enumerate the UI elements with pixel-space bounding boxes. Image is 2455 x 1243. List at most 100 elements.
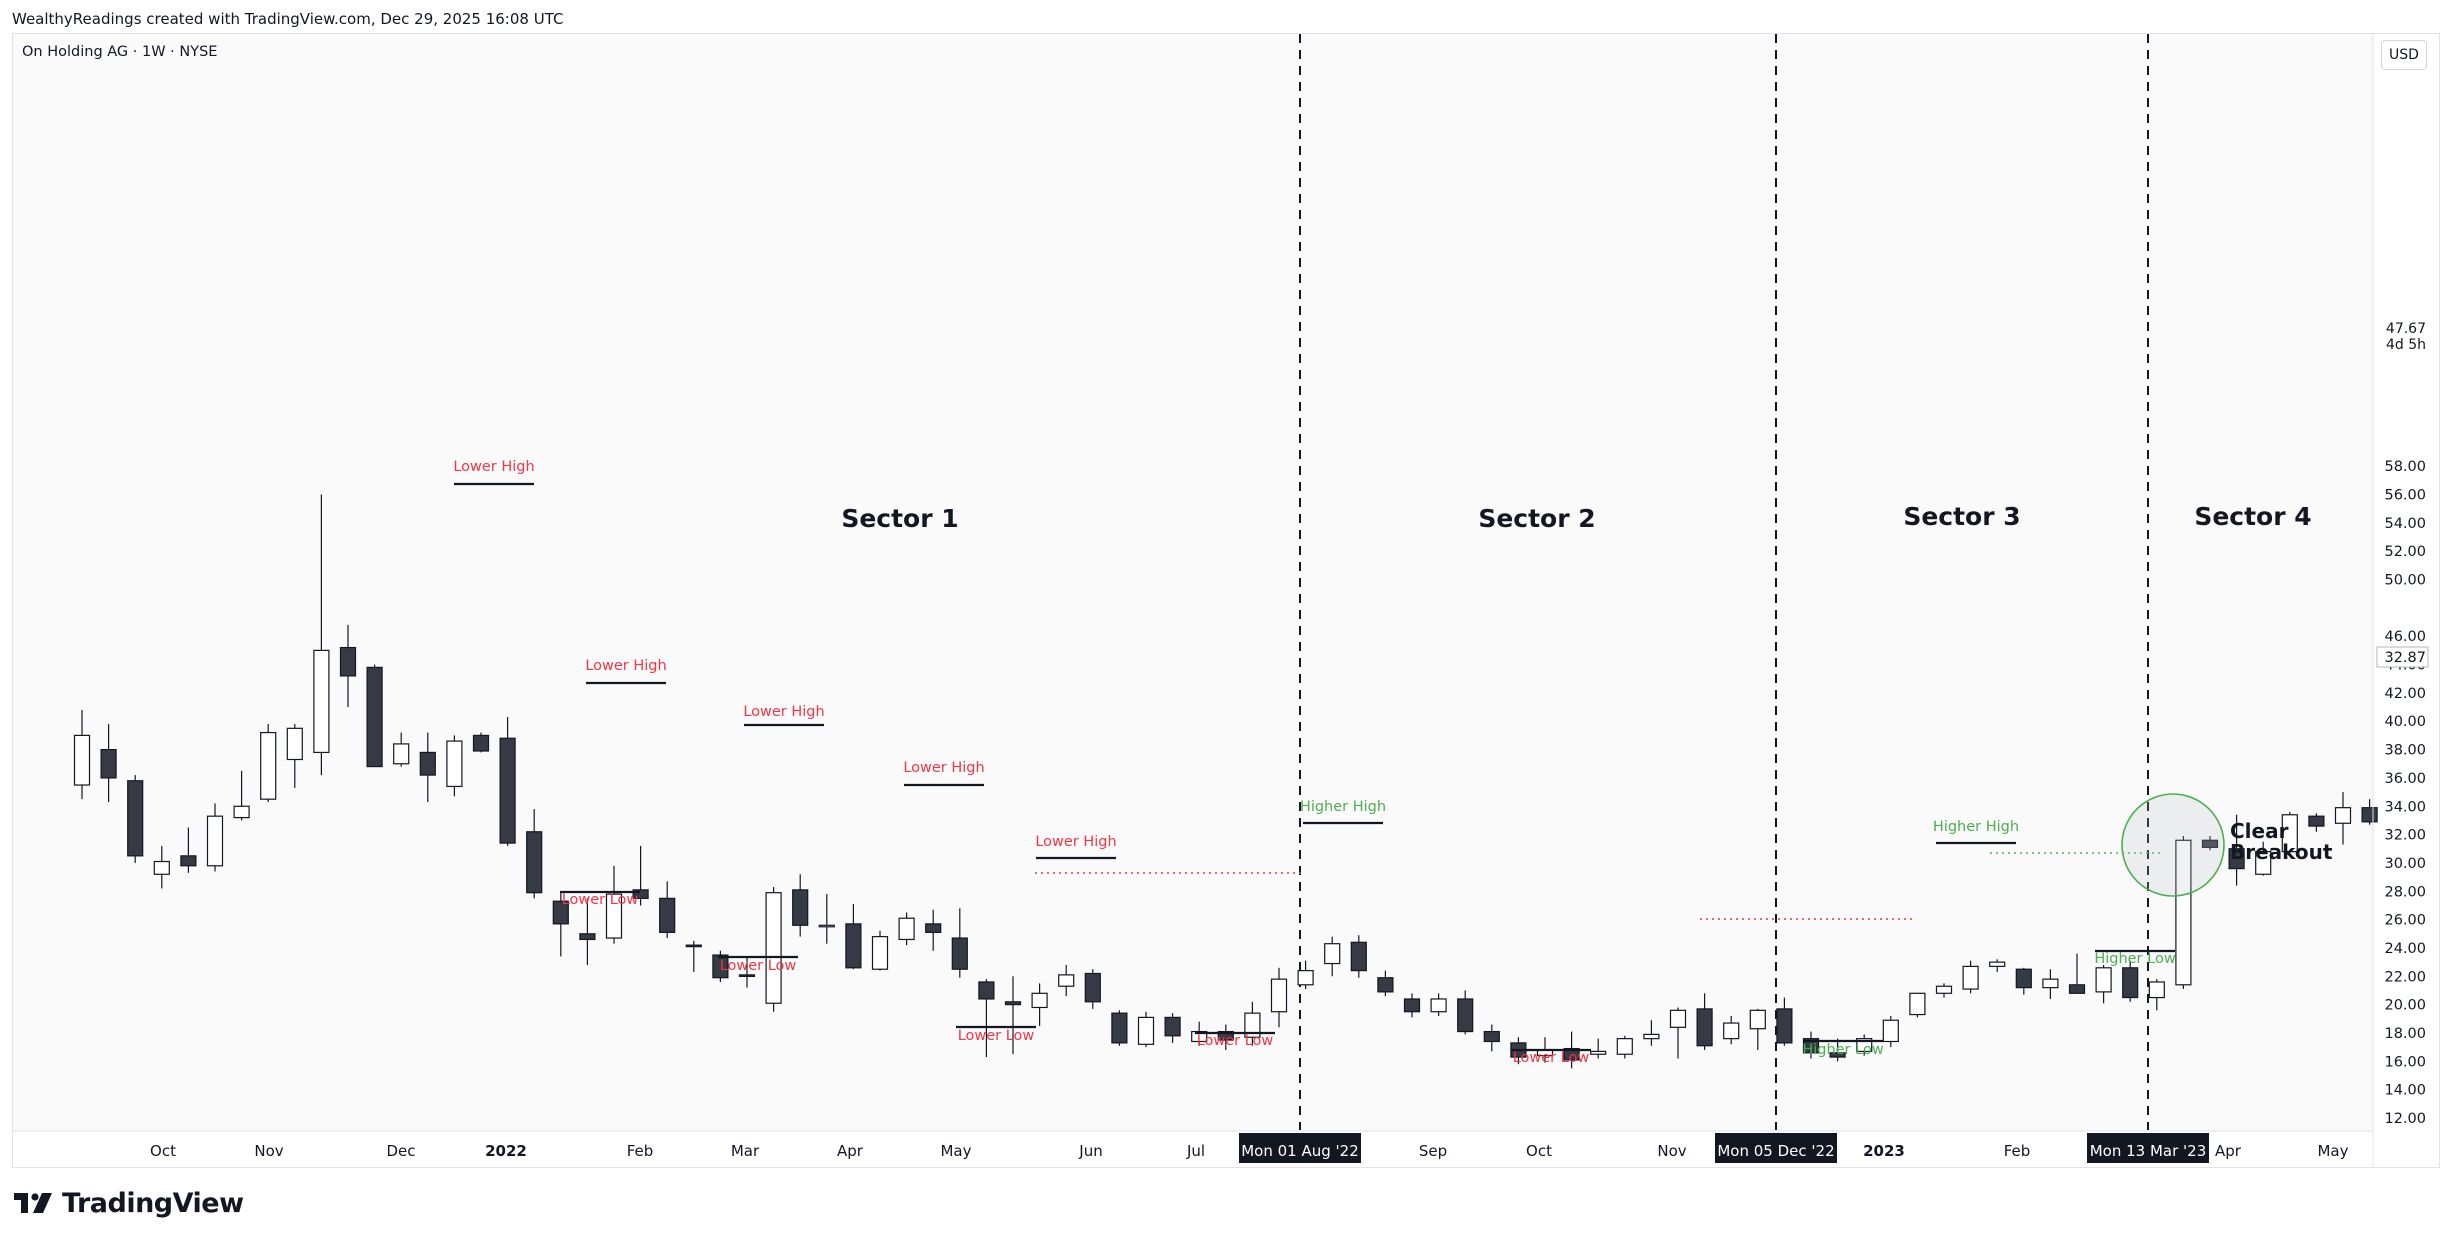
- candle-body: [1297, 970, 1314, 986]
- candle-body: [579, 933, 596, 941]
- candle: [2122, 960, 2139, 1002]
- candle: [951, 908, 968, 978]
- price-tick-label: 12.00: [2384, 1111, 2426, 1127]
- candle: [1004, 976, 1022, 1055]
- candle: [1111, 1010, 1128, 1046]
- swing-label: Higher Low: [1802, 1042, 1884, 1058]
- candle: [1164, 1013, 1181, 1043]
- sector-label: Sector 4: [2194, 502, 2311, 531]
- tradingview-logo-icon: [14, 1192, 52, 1213]
- candle: [1217, 1024, 1234, 1050]
- candle: [1244, 1001, 1261, 1046]
- breakout-label-line2: Breakout: [2230, 840, 2333, 864]
- last-price-label: 32.87: [2384, 650, 2426, 666]
- price-tick-label: 50.00: [2384, 573, 2426, 589]
- candle: [2148, 979, 2165, 1011]
- candle-body: [1191, 1030, 1208, 1043]
- candle: [1430, 993, 1447, 1016]
- candle-body: [2068, 984, 2086, 994]
- candle: [339, 624, 357, 708]
- candle: [659, 881, 676, 939]
- candle-body: [180, 855, 197, 867]
- candle-body: [100, 748, 117, 779]
- candle: [260, 724, 277, 803]
- candle-body: [1723, 1022, 1740, 1040]
- candle: [978, 979, 995, 1058]
- candle: [1643, 1020, 1660, 1046]
- time-highlight-box: [1239, 1133, 1361, 1163]
- candle: [206, 803, 224, 872]
- candle: [579, 898, 596, 965]
- price-tick-label: 14.00: [2384, 1083, 2426, 1099]
- candle: [1084, 969, 1101, 1009]
- candle: [1776, 997, 1793, 1046]
- candle-body: [1244, 1012, 1261, 1038]
- candles: [73, 494, 2378, 1069]
- candle-body: [685, 944, 702, 948]
- candle-body: [845, 923, 862, 969]
- candle: [898, 912, 915, 946]
- time-tick-label: May: [940, 1142, 971, 1160]
- time-tick-label: Feb: [2004, 1142, 2031, 1160]
- candle-body: [1749, 1009, 1766, 1030]
- time-tick-label: Jun: [1078, 1142, 1102, 1160]
- candle-body: [2334, 807, 2352, 824]
- candle-body: [393, 743, 410, 765]
- price-tick-label: 22.00: [2384, 969, 2426, 985]
- currency-selector[interactable]: USD: [2381, 40, 2427, 70]
- swing-label: Lower Low: [1197, 1033, 1274, 1049]
- candle-body: [127, 780, 144, 857]
- time-tick-label: Oct: [1526, 1142, 1552, 1160]
- last-price-box: [2376, 646, 2429, 668]
- swing-label: Lower Low: [1513, 1050, 1590, 1066]
- candle-body: [1962, 965, 1979, 990]
- candle-body: [1829, 1052, 1846, 1058]
- sector-label: Sector 1: [841, 504, 958, 533]
- candle-body: [1324, 943, 1341, 965]
- candle-body: [366, 666, 383, 768]
- candle: [1696, 993, 1713, 1050]
- price-tick-label: 34.00: [2384, 799, 2426, 815]
- price-tick-label: 40.00: [2384, 714, 2426, 730]
- candle-body: [978, 981, 995, 1000]
- candle-body: [1350, 941, 1367, 972]
- time-highlight-box: [1715, 1133, 1837, 1163]
- candle: [1989, 959, 2006, 973]
- symbol-title[interactable]: On Holding AG · 1W · NYSE: [22, 44, 218, 60]
- time-tick-label: Dec: [386, 1142, 415, 1160]
- time-tick-label: Oct: [150, 1142, 176, 1160]
- plot-area: [13, 34, 2373, 1131]
- time-tick-label: 2023: [1863, 1142, 1905, 1160]
- candle: [73, 709, 91, 800]
- price-tick-label: 54.00: [2384, 516, 2426, 532]
- time-tick-label: Nov: [254, 1142, 283, 1160]
- tradingview-logo[interactable]: TradingView: [14, 1188, 244, 1219]
- swing-label: Lower Low: [562, 892, 639, 908]
- candle-body: [659, 897, 676, 933]
- price-tick-label: 18.00: [2384, 1026, 2426, 1042]
- candle: [2175, 836, 2192, 990]
- candle-body: [1270, 978, 1288, 1013]
- candle: [871, 930, 889, 971]
- candle: [685, 940, 702, 973]
- candle: [366, 664, 383, 768]
- candle-body: [1802, 1038, 1820, 1054]
- candle-body: [313, 649, 330, 754]
- candle-body: [1430, 998, 1447, 1013]
- candle-body: [1616, 1038, 1633, 1055]
- candle: [1297, 960, 1314, 990]
- candle-body: [2122, 967, 2139, 999]
- candle: [286, 724, 303, 788]
- candle-body: [1696, 1008, 1713, 1047]
- candle-body: [2015, 968, 2032, 989]
- candle-body: [605, 893, 623, 939]
- candle-body: [1909, 992, 1926, 1016]
- price-tick-label: 52.00: [2384, 544, 2426, 560]
- candle: [792, 874, 809, 937]
- candle: [2095, 964, 2112, 1004]
- price-tick-label: 36.00: [2384, 771, 2426, 787]
- candle-body: [153, 860, 170, 875]
- time-tick-label: May: [2317, 1142, 2348, 1160]
- alert-countdown-label: 4d 5h: [2386, 337, 2426, 353]
